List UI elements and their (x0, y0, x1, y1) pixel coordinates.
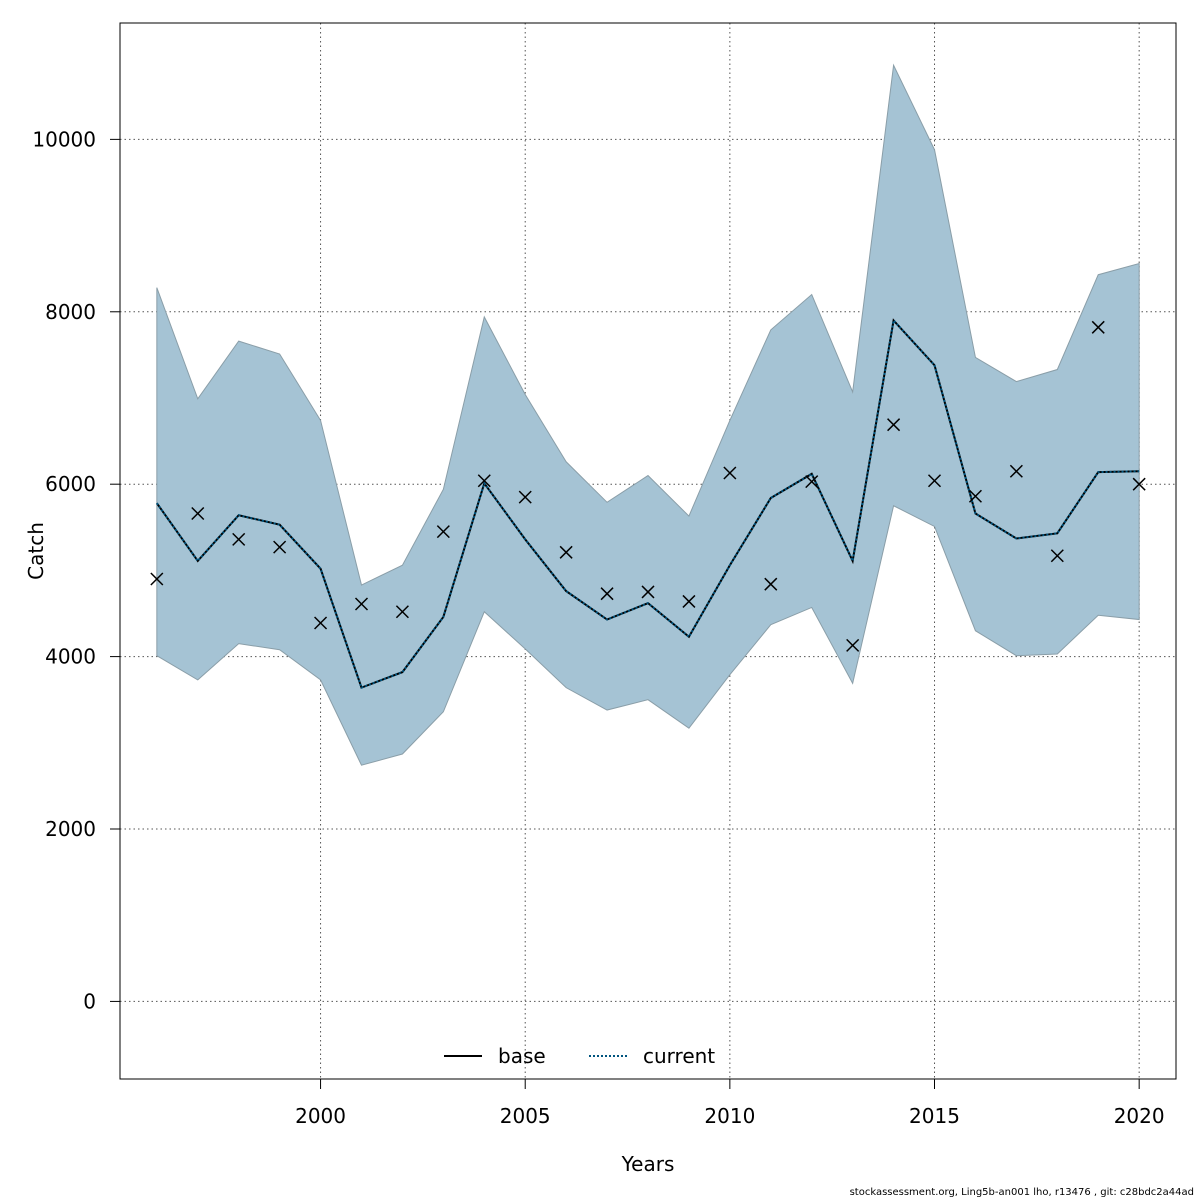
data-point (1132, 477, 1146, 491)
data-point (1091, 320, 1105, 334)
data-point (968, 489, 982, 503)
x-tick-label: 2015 (909, 1104, 960, 1128)
data-point (723, 466, 737, 480)
confidence-band (156, 63, 1140, 766)
confidence-band-area (156, 63, 1140, 766)
data-point (354, 597, 369, 611)
data-point (559, 545, 573, 559)
y-tick-label: 6000 (45, 472, 96, 496)
x-tick-label: 2000 (295, 1104, 346, 1128)
y-tick-label: 4000 (45, 645, 96, 669)
x-axis-title: Years (621, 1152, 675, 1176)
data-point (150, 572, 164, 586)
data-point (600, 587, 614, 601)
data-point (1050, 549, 1064, 563)
series-line-current (156, 318, 1140, 689)
data-point (764, 577, 778, 591)
x-tick-label: 2010 (704, 1104, 755, 1128)
x-tick-label: 2020 (1114, 1104, 1165, 1128)
footer-credit: stockassessment.org, Ling5b-an001 lho, r… (849, 1187, 1194, 1198)
observed-markers (150, 320, 1146, 652)
y-tick-label: 10000 (32, 127, 96, 151)
data-point (273, 540, 287, 554)
data-point (477, 474, 491, 488)
data-point (191, 506, 205, 521)
legend: base current (444, 1044, 715, 1068)
data-point (682, 594, 696, 608)
y-tick-label: 8000 (45, 300, 96, 324)
data-point (927, 474, 942, 488)
plot-frame (119, 22, 1177, 1080)
data-point (232, 532, 246, 546)
x-tick-label: 2005 (500, 1104, 551, 1128)
data-point (314, 616, 328, 630)
legend-label-base: base (498, 1044, 546, 1068)
legend-label-current: current (643, 1044, 715, 1068)
y-axis: 0 2000 4000 6000 8000 10000 (32, 127, 120, 1013)
data-point (846, 638, 860, 652)
data-point (436, 525, 450, 539)
data-point (1009, 464, 1023, 478)
x-axis: 2000 2005 2010 2015 2020 (295, 1079, 1165, 1128)
data-point (887, 418, 901, 432)
y-tick-label: 0 (83, 989, 96, 1013)
data-point (395, 605, 409, 619)
data-point (805, 475, 819, 489)
data-point (518, 490, 532, 504)
y-tick-label: 2000 (45, 817, 96, 841)
series-lines (156, 318, 1140, 689)
data-point (641, 585, 655, 599)
y-axis-title: Catch (24, 522, 48, 580)
